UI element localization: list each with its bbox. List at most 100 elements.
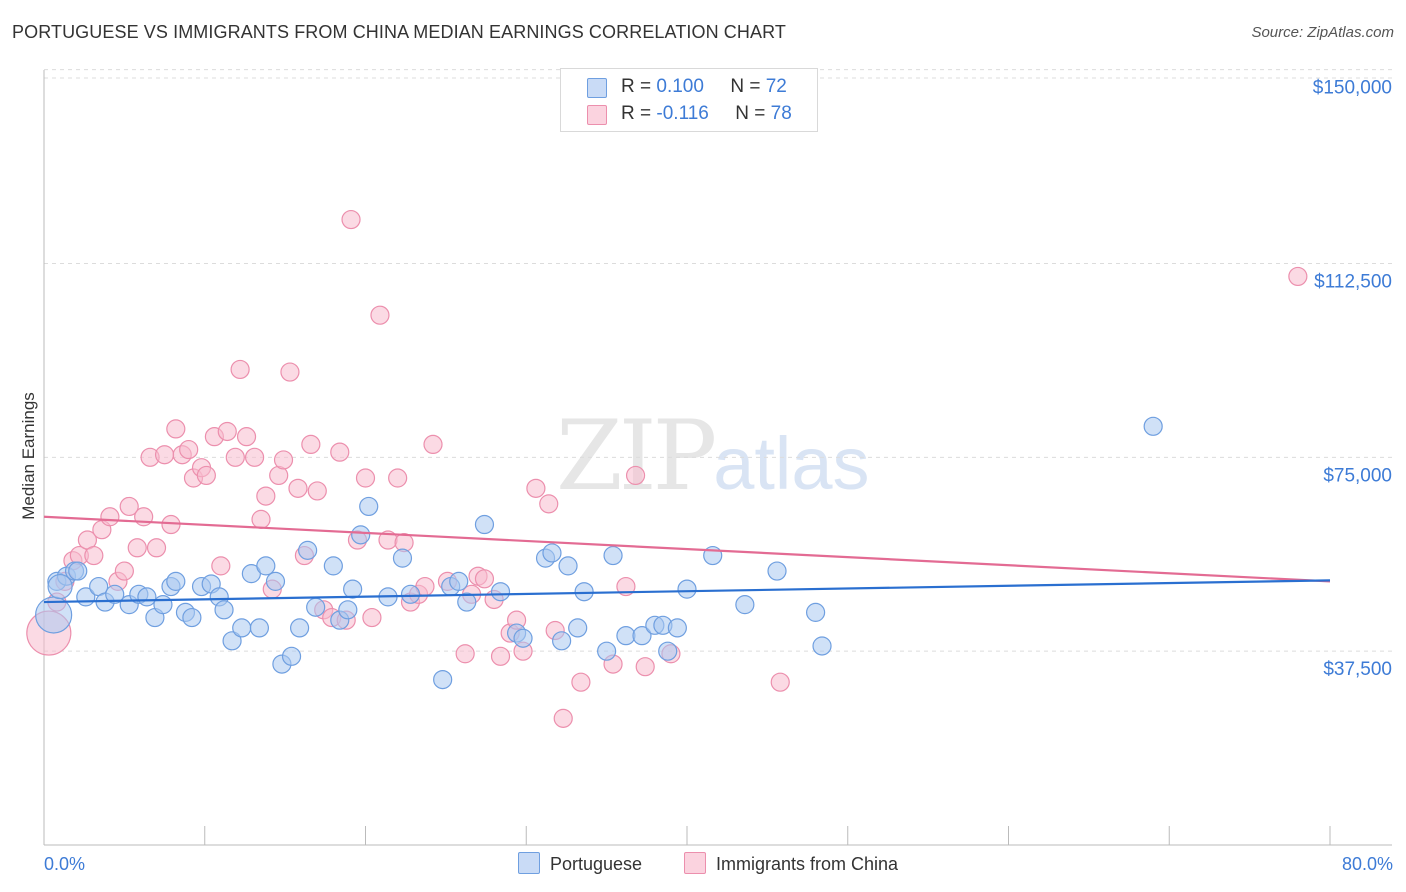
- data-point-portuguese: [474, 514, 495, 535]
- source-credit: Source: ZipAtlas.com: [1251, 24, 1394, 41]
- data-point-china: [362, 607, 382, 628]
- data-point-portuguese: [68, 561, 88, 581]
- data-point-china: [625, 465, 646, 486]
- data-point-china: [341, 209, 361, 230]
- data-point-china: [256, 486, 276, 506]
- data-point-portuguese: [214, 600, 234, 620]
- n-value: 72: [765, 76, 787, 97]
- data-point-portuguese: [574, 582, 594, 602]
- axes: [43, 70, 1392, 846]
- legend-row-text: R = 0.100 N = 72: [621, 76, 787, 98]
- trend-line-portuguese: [43, 579, 1331, 604]
- data-point-portuguese: [47, 573, 73, 600]
- data-point-portuguese: [249, 618, 270, 638]
- data-point-portuguese: [767, 561, 787, 581]
- data-point-portuguese: [490, 582, 511, 602]
- data-point-china: [251, 509, 271, 529]
- data-point-portuguese: [677, 579, 697, 599]
- data-point-portuguese: [153, 595, 173, 615]
- data-point-china: [273, 450, 294, 470]
- data-point-portuguese: [222, 631, 242, 651]
- data-point-portuguese: [392, 548, 413, 568]
- data-point-china: [370, 305, 390, 325]
- data-point-portuguese: [351, 525, 371, 545]
- data-point-china: [154, 445, 175, 465]
- data-point-portuguese: [137, 587, 157, 607]
- legend-swatch-blue: [587, 78, 607, 98]
- data-point-china: [100, 507, 120, 527]
- data-point-china: [179, 439, 199, 460]
- data-point-china: [307, 481, 327, 501]
- trend-line-china: [43, 515, 1331, 583]
- data-point-china: [119, 496, 139, 517]
- data-point-portuguese: [542, 543, 562, 563]
- data-point-china: [280, 362, 300, 382]
- data-point-portuguese: [400, 584, 421, 604]
- x-tick-label-end: 80.0%: [1342, 854, 1393, 874]
- data-point-portuguese: [632, 626, 652, 646]
- data-point-china: [539, 494, 559, 514]
- r-value: -0.116: [656, 103, 709, 124]
- data-point-portuguese: [568, 618, 588, 638]
- data-point-portuguese: [182, 607, 202, 628]
- data-point-china: [423, 434, 443, 455]
- data-point-portuguese: [265, 571, 286, 591]
- data-point-portuguese: [616, 626, 636, 646]
- data-point-portuguese: [359, 496, 379, 517]
- legend-row-text: R = -0.116 N = 78: [621, 103, 792, 125]
- data-point-china: [211, 556, 231, 576]
- data-point-portuguese: [166, 571, 186, 591]
- trend-lines: [43, 515, 1331, 604]
- data-point-china: [146, 538, 167, 558]
- data-point-china: [217, 421, 237, 442]
- legend-swatch-pink: [684, 852, 706, 874]
- data-point-china: [301, 434, 321, 455]
- data-point-portuguese: [298, 540, 318, 560]
- data-point-portuguese: [667, 618, 687, 638]
- data-point-portuguese: [338, 600, 358, 620]
- data-point-china: [526, 478, 546, 498]
- legend-swatch-blue: [518, 852, 540, 874]
- data-point-china: [490, 646, 511, 666]
- y-tick-label: $37,500: [1323, 659, 1392, 680]
- data-point-china: [114, 561, 134, 581]
- legend-label-portuguese: Portuguese: [550, 854, 643, 874]
- data-point-portuguese: [232, 618, 252, 638]
- data-point-china: [127, 538, 147, 558]
- data-point-china: [355, 468, 376, 488]
- data-point-china: [225, 447, 245, 467]
- data-point-portuguese: [323, 556, 343, 576]
- watermark-atlas: atlas: [713, 422, 870, 505]
- data-point-china: [571, 672, 591, 692]
- data-point-china: [616, 576, 636, 597]
- r-label: R =: [621, 76, 652, 97]
- x-tick-labels: 0.0% 80.0%: [44, 854, 1393, 874]
- data-point-portuguese: [433, 669, 453, 690]
- watermark: ZIPatlas: [556, 400, 870, 512]
- x-tick-label-start: 0.0%: [44, 854, 85, 874]
- y-axis-label: Median Earnings: [19, 392, 38, 520]
- data-point-portuguese: [552, 631, 572, 651]
- data-point-portuguese: [289, 618, 310, 638]
- data-point-china: [388, 468, 408, 488]
- data-point-portuguese: [343, 579, 363, 599]
- r-label: R =: [621, 103, 652, 124]
- data-point-portuguese: [1143, 416, 1163, 436]
- data-point-portuguese: [449, 571, 469, 591]
- data-point-china: [166, 419, 186, 439]
- legend-item-china[interactable]: Immigrants from China: [684, 852, 898, 876]
- y-tick-labels: $37,500 $75,000 $112,500 $150,000: [1313, 78, 1392, 681]
- n-label: N =: [730, 76, 761, 97]
- series-portuguese-points: [35, 416, 1163, 690]
- data-point-portuguese: [256, 556, 276, 576]
- data-point-portuguese: [457, 592, 477, 612]
- legend-swatch-pink: [587, 105, 607, 125]
- n-value: 78: [770, 103, 792, 124]
- data-point-portuguese: [658, 641, 678, 661]
- data-point-china: [84, 545, 104, 566]
- y-tick-label: $75,000: [1323, 465, 1392, 486]
- data-point-portuguese: [812, 636, 832, 656]
- data-point-portuguese: [281, 646, 302, 666]
- data-point-china: [770, 672, 790, 692]
- legend-item-portuguese[interactable]: Portuguese: [518, 852, 642, 876]
